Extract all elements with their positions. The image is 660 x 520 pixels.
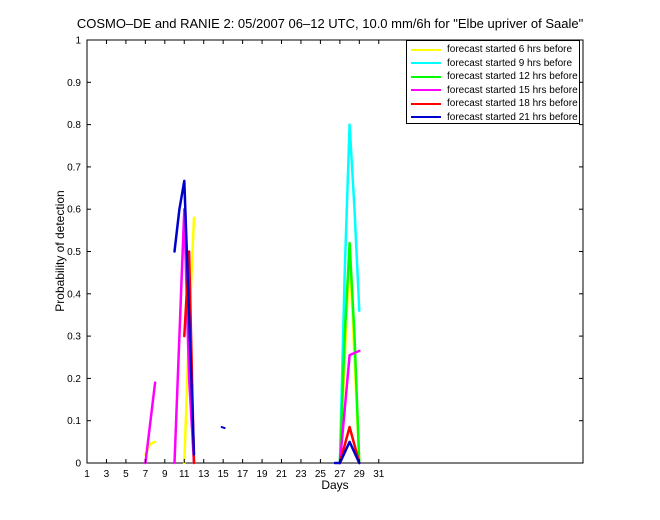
series-line [338,241,361,465]
series-point [220,426,226,430]
x-tick-label: 19 [256,469,268,480]
legend-item: forecast started 6 hrs before [411,43,579,57]
x-tick-label: 25 [315,469,327,480]
y-tick-label: 0.4 [67,289,81,300]
y-tick-label: 0.5 [67,247,81,258]
legend-label: forecast started 12 hrs before [447,71,578,83]
legend: forecast started 6 hrs before forecast st… [406,40,580,124]
legend-swatch [411,116,441,119]
y-tick-label: 0.6 [67,205,81,216]
series-3 [338,241,361,465]
x-tick-label: 29 [354,469,366,480]
legend-label: forecast started 6 hrs before [447,44,573,56]
series-layer [144,123,361,465]
y-tick-label: 0 [75,459,81,470]
x-tick-label: 13 [198,469,210,480]
y-tick-label: 0.9 [67,78,81,89]
legend-swatch [411,89,441,92]
y-tick-label: 0.7 [67,162,81,173]
x-tick-label: 15 [218,469,230,480]
y-tick-label: 1 [75,36,81,47]
legend-label: forecast started 18 hrs before [447,98,578,110]
legend-item: forecast started 18 hrs before [411,97,579,111]
legend-swatch [411,75,441,78]
x-tick-label: 23 [295,469,307,480]
x-axis-ticks: 1 3 5 7 9 11 13 15 17 19 21 23 25 27 29 31 [84,40,385,480]
legend-item: forecast started 21 hrs before [411,111,579,125]
x-tick-label: 21 [276,469,288,480]
series-line [333,440,361,465]
x-tick-label: 11 [179,469,190,480]
series-1 [144,216,361,465]
x-tick-label: 9 [162,469,168,480]
x-axis-label: Days [321,478,349,492]
legend-label: forecast started 21 hrs before [447,111,578,123]
y-tick-label: 0.3 [67,332,81,343]
series-2 [338,123,361,465]
legend-label: forecast started 15 hrs before [447,84,578,96]
y-axis-label: Probability of detection [53,190,67,312]
series-line [338,349,361,465]
series-5 [183,250,361,465]
x-tick-label: 31 [373,469,385,480]
x-tick-label: 3 [104,469,110,480]
series-4 [144,207,361,465]
legend-label: forecast started 9 hrs before [447,57,573,69]
y-tick-label: 0.1 [67,416,81,427]
legend-item: forecast started 12 hrs before [411,70,579,84]
series-line [173,179,196,456]
y-tick-label: 0.8 [67,120,81,131]
series-line [144,381,157,465]
chart-title: COSMO–DE and RANIE 2: 05/2007 06–12 UTC,… [76,16,584,31]
legend-item: forecast started 15 hrs before [411,84,579,98]
x-tick-label: 7 [143,469,149,480]
legend-swatch [411,48,441,51]
legend-swatch [411,102,441,105]
y-tick-label: 0.2 [67,374,81,385]
series-line [338,425,361,465]
series-line [338,123,361,465]
x-tick-label: 1 [84,469,90,480]
x-tick-label: 5 [123,469,129,480]
legend-swatch [411,62,441,65]
series-6 [173,179,361,465]
x-tick-label: 27 [334,469,346,480]
x-tick-label: 17 [237,469,249,480]
legend-item: forecast started 9 hrs before [411,57,579,71]
